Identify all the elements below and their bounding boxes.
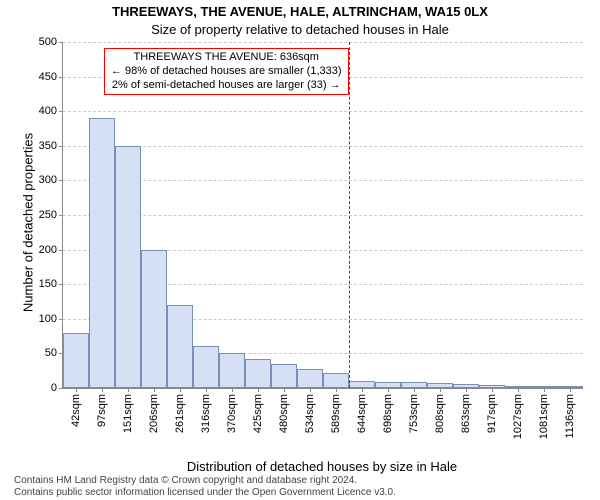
histogram-bar xyxy=(167,305,193,388)
x-tick-label: 808sqm xyxy=(434,394,446,433)
grid-line xyxy=(63,180,583,181)
x-tick xyxy=(206,388,207,392)
x-tick xyxy=(570,388,571,392)
y-tick-label: 0 xyxy=(51,382,57,394)
x-tick-label: 917sqm xyxy=(486,394,498,433)
chart-title: THREEWAYS, THE AVENUE, HALE, ALTRINCHAM,… xyxy=(0,4,600,19)
x-tick xyxy=(180,388,181,392)
y-tick-label: 200 xyxy=(39,244,57,256)
x-tick xyxy=(258,388,259,392)
x-tick xyxy=(102,388,103,392)
y-tick-label: 500 xyxy=(39,36,57,48)
x-tick-label: 206sqm xyxy=(148,394,160,433)
x-tick-label: 753sqm xyxy=(408,394,420,433)
annotation-line-2: ← 98% of detached houses are smaller (1,… xyxy=(111,65,342,79)
y-tick xyxy=(59,42,63,43)
x-tick xyxy=(336,388,337,392)
y-tick xyxy=(59,284,63,285)
grid-line xyxy=(63,146,583,147)
x-tick-label: 863sqm xyxy=(460,394,472,433)
property-marker-line xyxy=(349,42,350,388)
x-tick xyxy=(284,388,285,392)
histogram-bar xyxy=(349,381,375,388)
x-tick-label: 480sqm xyxy=(278,394,290,433)
y-tick xyxy=(59,77,63,78)
x-tick xyxy=(362,388,363,392)
histogram-bar xyxy=(193,346,219,388)
x-tick-label: 370sqm xyxy=(226,394,238,433)
histogram-bar xyxy=(141,250,167,388)
y-tick xyxy=(59,215,63,216)
x-tick xyxy=(492,388,493,392)
x-tick xyxy=(388,388,389,392)
y-tick-label: 350 xyxy=(39,140,57,152)
x-axis-label: Distribution of detached houses by size … xyxy=(62,459,582,474)
x-tick xyxy=(544,388,545,392)
x-tick-label: 534sqm xyxy=(304,394,316,433)
y-tick-label: 400 xyxy=(39,105,57,117)
x-tick-label: 644sqm xyxy=(356,394,368,433)
x-tick-label: 589sqm xyxy=(330,394,342,433)
x-tick xyxy=(440,388,441,392)
x-tick-label: 151sqm xyxy=(122,394,134,433)
histogram-bar xyxy=(271,364,297,388)
y-tick-label: 150 xyxy=(39,278,57,290)
histogram-bar xyxy=(63,333,89,388)
annotation-line-3: 2% of semi-detached houses are larger (3… xyxy=(111,79,342,93)
x-tick-label: 42sqm xyxy=(70,394,82,427)
y-tick-label: 450 xyxy=(39,71,57,83)
x-tick xyxy=(128,388,129,392)
footer-attribution: Contains HM Land Registry data © Crown c… xyxy=(14,475,396,498)
chart-container: THREEWAYS, THE AVENUE, HALE, ALTRINCHAM,… xyxy=(0,0,600,500)
y-tick xyxy=(59,250,63,251)
y-tick xyxy=(59,180,63,181)
x-tick-label: 1136sqm xyxy=(564,394,576,438)
histogram-bar xyxy=(323,373,349,388)
histogram-bar xyxy=(245,359,271,388)
y-tick xyxy=(59,319,63,320)
grid-line xyxy=(63,111,583,112)
x-tick xyxy=(154,388,155,392)
annotation-box: THREEWAYS THE AVENUE: 636sqm← 98% of det… xyxy=(104,48,349,95)
histogram-bar xyxy=(219,353,245,388)
histogram-bar xyxy=(115,146,141,388)
grid-line xyxy=(63,215,583,216)
plot-area: 05010015020025030035040045050042sqm97sqm… xyxy=(62,42,583,389)
x-tick-label: 97sqm xyxy=(96,394,108,427)
x-tick xyxy=(76,388,77,392)
x-tick-label: 1081sqm xyxy=(538,394,550,439)
y-tick xyxy=(59,388,63,389)
x-tick-label: 698sqm xyxy=(382,394,394,433)
x-tick xyxy=(466,388,467,392)
footer-line-2: Contains public sector information licen… xyxy=(14,487,396,499)
x-tick xyxy=(310,388,311,392)
y-tick-label: 50 xyxy=(45,347,57,359)
x-tick-label: 261sqm xyxy=(174,394,186,433)
footer-line-1: Contains HM Land Registry data © Crown c… xyxy=(14,475,396,487)
histogram-bar xyxy=(297,369,323,388)
x-tick xyxy=(414,388,415,392)
grid-line xyxy=(63,42,583,43)
y-tick xyxy=(59,111,63,112)
annotation-line-1: THREEWAYS THE AVENUE: 636sqm xyxy=(111,51,342,65)
chart-subtitle: Size of property relative to detached ho… xyxy=(0,22,600,37)
x-tick-label: 1027sqm xyxy=(512,394,524,439)
x-tick-label: 316sqm xyxy=(200,394,212,433)
y-tick-label: 250 xyxy=(39,209,57,221)
x-tick-label: 425sqm xyxy=(252,394,264,433)
y-tick-label: 100 xyxy=(39,313,57,325)
x-tick xyxy=(232,388,233,392)
y-tick xyxy=(59,146,63,147)
y-tick-label: 300 xyxy=(39,174,57,186)
x-tick xyxy=(518,388,519,392)
y-axis-label: Number of detached properties xyxy=(21,83,36,363)
histogram-bar xyxy=(89,118,115,388)
